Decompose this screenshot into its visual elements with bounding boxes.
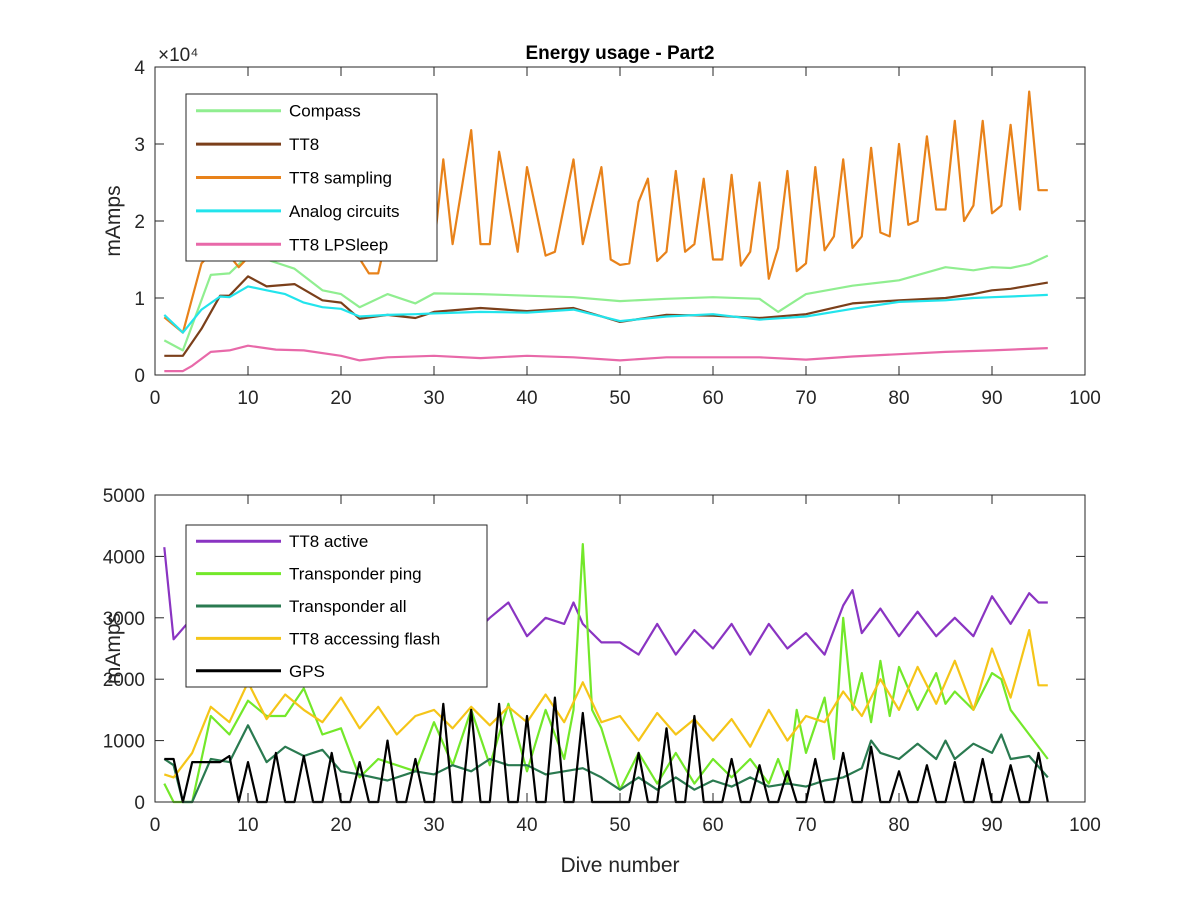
panel2-axes-box xyxy=(154,494,1086,803)
panel1-x-tick-label: 30 xyxy=(423,388,444,409)
panel2-series-line-transponder-ping xyxy=(163,542,1049,804)
panel1-legend-label-compass: Compass xyxy=(289,102,361,121)
panel2-legend-label-gps: GPS xyxy=(289,662,325,681)
panel2-legend-label-transponder-ping: Transponder ping xyxy=(289,565,422,584)
panel2-x-tick-label: 90 xyxy=(981,815,1002,836)
panel2-y-tick-label: 2000 xyxy=(103,670,145,691)
panel2-x-tick-label: 20 xyxy=(330,815,351,836)
panel1-x-tick-label: 90 xyxy=(981,388,1002,409)
panel1-x-tick-label: 100 xyxy=(1069,388,1101,409)
panel1-x-tick-label: 50 xyxy=(609,388,630,409)
panel2-x-tick-label: 30 xyxy=(423,815,444,836)
panel2-x-tick-label: 10 xyxy=(237,815,258,836)
panel2-y-tick-label: 0 xyxy=(134,793,145,814)
panel2-x-tick-label: 40 xyxy=(516,815,537,836)
panel1-y-exponent-label: ×10⁴ xyxy=(158,45,198,66)
panel1-legend-label-tt8-sampling: TT8 sampling xyxy=(289,169,392,188)
panel1-y-tick-label: 1 xyxy=(134,289,145,310)
panel2-legend-label-transponder-all: Transponder all xyxy=(289,597,407,616)
panel1-x-tick-label: 0 xyxy=(150,388,161,409)
panel2-y-axis-label: mAmps xyxy=(102,613,125,684)
panel2-series-line-transponder-all xyxy=(163,724,1049,804)
panel1-y-tick-label: 4 xyxy=(134,58,145,79)
panel1-legend-label-analog-circuits: Analog circuits xyxy=(289,202,400,221)
panel2-x-tick-label: 80 xyxy=(888,815,909,836)
panel2-x-axis-label: Dive number xyxy=(560,854,679,877)
panel2-x-tick-label: 50 xyxy=(609,815,630,836)
panel1-legend-label-tt8-lpsleep: TT8 LPSleep xyxy=(289,235,388,254)
panel2-y-tick-label: 3000 xyxy=(103,609,145,630)
panel2-y-tick-label: 1000 xyxy=(103,732,145,753)
panel2-x-tick-label: 0 xyxy=(150,815,161,836)
panel2-y-tick-label: 4000 xyxy=(103,547,145,568)
panel1-series-line-analog-circuits xyxy=(163,285,1048,334)
panel1-x-tick-label: 20 xyxy=(330,388,351,409)
panel1-y-tick-label: 2 xyxy=(134,212,145,233)
panel1-y-tick-label: 3 xyxy=(134,135,145,156)
panel2-x-tick-label: 60 xyxy=(702,815,723,836)
panel1-axes-box xyxy=(154,66,1086,376)
panel2-series-line-tt8-accessing-flash xyxy=(163,628,1048,779)
panel1-x-tick-label: 10 xyxy=(237,388,258,409)
panel1-y-axis-label: mAmps xyxy=(102,185,125,256)
panel2-legend-label-tt8-active: TT8 active xyxy=(289,532,368,551)
panel1-x-tick-label: 40 xyxy=(516,388,537,409)
panel2-x-tick-label: 70 xyxy=(795,815,816,836)
panel1-series-line-tt8 xyxy=(164,275,1048,357)
panel1-x-tick-label: 70 xyxy=(795,388,816,409)
panel1-x-tick-label: 80 xyxy=(888,388,909,409)
panel1-series-line-tt8-lpsleep xyxy=(164,344,1048,373)
panel2-y-tick-label: 5000 xyxy=(103,486,145,507)
panel1-x-tick-label: 60 xyxy=(702,388,723,409)
panel1-legend-label-tt8: TT8 xyxy=(289,135,319,154)
panel2-x-tick-label: 100 xyxy=(1069,815,1101,836)
panel2-legend-label-tt8-accessing-flash: TT8 accessing flash xyxy=(289,629,440,648)
panel1-y-tick-label: 0 xyxy=(134,366,145,387)
panel1-title: Energy usage - Part2 xyxy=(525,43,714,64)
